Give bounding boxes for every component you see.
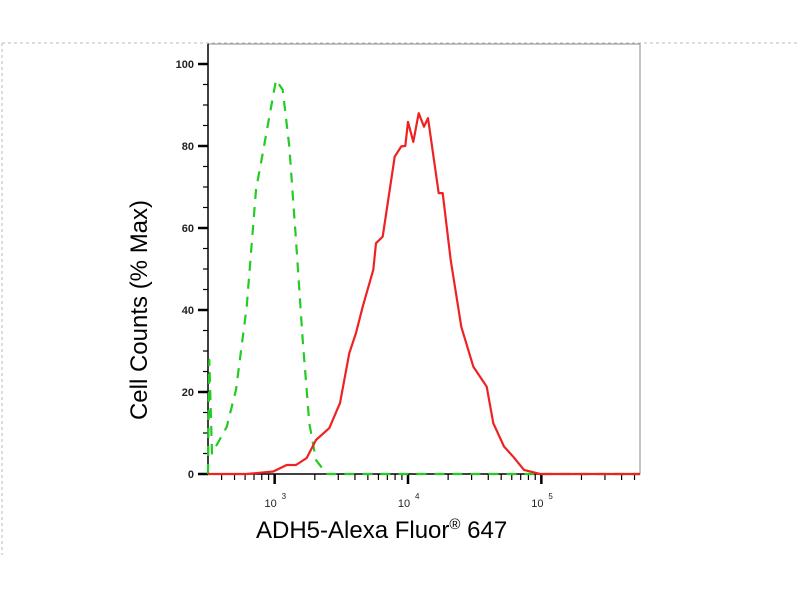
plot-frame: [207, 43, 641, 475]
y-tick-label: 80: [182, 141, 194, 153]
x-axis-label-registered: ®: [449, 516, 461, 533]
x-tick-label-exponent: 3: [282, 492, 287, 501]
y-tick-label: 40: [182, 305, 194, 317]
x-tick-label-exponent: 5: [548, 492, 553, 501]
y-axis-label: Cell Counts (% Max): [126, 199, 153, 421]
x-tick-label-base: 10: [531, 498, 543, 510]
x-tick-label-base: 10: [265, 498, 277, 510]
y-tick-label: 100: [176, 59, 194, 71]
y-tick-label: 60: [182, 223, 194, 235]
sample-histogram-line: [208, 112, 640, 476]
x-tick-label-base: 10: [398, 498, 410, 510]
x-tick-label-exponent: 4: [415, 492, 420, 501]
x-axis-label-main: ADH5-Alexa Fluor: [256, 517, 450, 544]
x-axis-label-tail: 647: [467, 517, 508, 544]
x-axis-label: ADH5-Alexa Fluor® 647: [256, 516, 507, 545]
y-tick-label: 20: [182, 387, 194, 399]
y-tick-label: 0: [188, 469, 194, 481]
